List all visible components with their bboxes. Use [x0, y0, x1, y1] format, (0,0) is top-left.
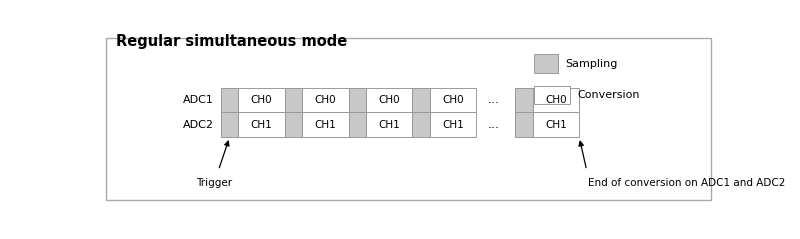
FancyBboxPatch shape	[285, 112, 302, 137]
FancyBboxPatch shape	[285, 87, 302, 112]
Text: CH0: CH0	[442, 95, 464, 105]
Text: ...: ...	[487, 118, 499, 131]
FancyBboxPatch shape	[413, 112, 430, 137]
FancyBboxPatch shape	[430, 87, 476, 112]
FancyBboxPatch shape	[221, 112, 238, 137]
FancyBboxPatch shape	[533, 87, 579, 112]
FancyBboxPatch shape	[238, 112, 285, 137]
FancyBboxPatch shape	[221, 87, 238, 112]
Text: End of conversion on ADC1 and ADC2: End of conversion on ADC1 and ADC2	[588, 178, 786, 188]
FancyBboxPatch shape	[533, 112, 579, 137]
Text: CH0: CH0	[378, 95, 400, 105]
FancyBboxPatch shape	[366, 87, 413, 112]
FancyBboxPatch shape	[349, 112, 366, 137]
Text: CH1: CH1	[314, 120, 336, 130]
FancyBboxPatch shape	[413, 87, 430, 112]
FancyBboxPatch shape	[302, 112, 349, 137]
Text: CH0: CH0	[250, 95, 272, 105]
FancyBboxPatch shape	[534, 54, 558, 73]
Text: Conversion: Conversion	[578, 90, 640, 100]
Text: CH1: CH1	[442, 120, 464, 130]
FancyBboxPatch shape	[349, 87, 366, 112]
FancyBboxPatch shape	[366, 112, 413, 137]
FancyBboxPatch shape	[430, 112, 476, 137]
FancyBboxPatch shape	[302, 87, 349, 112]
Text: Regular simultaneous mode: Regular simultaneous mode	[115, 34, 346, 49]
Text: CH1: CH1	[545, 120, 567, 130]
Text: CH1: CH1	[378, 120, 400, 130]
Text: ADC1: ADC1	[182, 95, 214, 105]
FancyBboxPatch shape	[106, 38, 710, 200]
Text: CH0: CH0	[314, 95, 336, 105]
Text: Trigger: Trigger	[196, 178, 232, 188]
Text: ADC2: ADC2	[182, 120, 214, 130]
Text: ...: ...	[487, 93, 499, 107]
FancyBboxPatch shape	[534, 86, 570, 104]
FancyBboxPatch shape	[238, 87, 285, 112]
FancyBboxPatch shape	[515, 112, 533, 137]
Text: CH0: CH0	[545, 95, 567, 105]
FancyBboxPatch shape	[515, 87, 533, 112]
Text: CH1: CH1	[250, 120, 272, 130]
Text: Sampling: Sampling	[565, 59, 618, 69]
